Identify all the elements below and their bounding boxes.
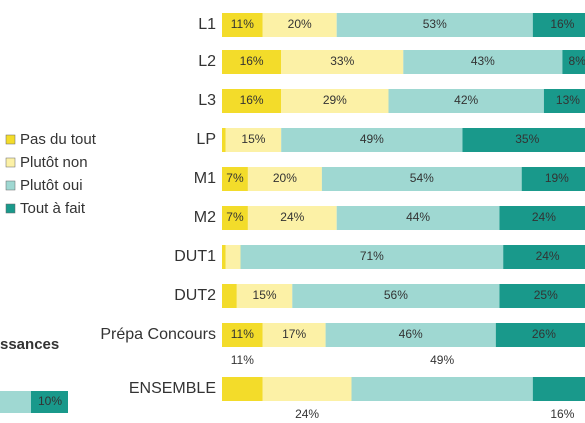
bar-segment: [222, 128, 226, 152]
legend-label: Pas du tout: [20, 131, 97, 148]
value-label: 17%: [282, 327, 306, 341]
value-label: 7%: [226, 210, 244, 224]
bar-segment: [521, 167, 585, 191]
legend-label: Plutôt oui: [20, 177, 83, 194]
value-label: 49%: [360, 132, 384, 146]
value-label: 24%: [536, 249, 560, 263]
value-label: 16%: [240, 54, 264, 68]
bar-segment: [222, 167, 248, 191]
bar-segment: [225, 245, 241, 269]
bar-segment: [562, 50, 585, 74]
category-label: L2: [198, 53, 216, 70]
value-label: 46%: [399, 327, 423, 341]
legend-swatch: [5, 157, 16, 168]
value-label: 20%: [288, 17, 312, 31]
value-label: 20%: [273, 171, 297, 185]
bar-segment: [336, 13, 533, 37]
bar-segment: [222, 323, 263, 347]
value-label: 33%: [330, 54, 354, 68]
value-label: 49%: [430, 353, 454, 367]
category-label: ENSEMBLE: [129, 380, 216, 397]
value-label: 25%: [534, 288, 558, 302]
value-label: 10%: [38, 394, 62, 408]
value-label: 16%: [550, 407, 574, 421]
bar-segment: [222, 50, 282, 74]
bar-segment: [222, 89, 282, 113]
value-label: 11%: [231, 327, 254, 341]
value-label: 8%: [569, 54, 585, 68]
legend-swatch: [5, 180, 16, 191]
category-label: L3: [198, 92, 216, 109]
bar-segment: [240, 245, 504, 269]
bar-segment: [247, 167, 322, 191]
value-label: 7%: [226, 171, 244, 185]
value-label: 11%: [231, 17, 254, 31]
bar-segment: [222, 13, 263, 37]
value-label: 29%: [323, 93, 347, 107]
value-label: 19%: [545, 171, 569, 185]
bar-segment: [236, 284, 293, 308]
bar-segment: [262, 13, 337, 37]
value-label: 43%: [471, 54, 495, 68]
category-label: Prépa Concours: [100, 326, 216, 343]
bar-segment: [281, 89, 389, 113]
bar-segment: [495, 323, 585, 347]
bar-segment: [222, 245, 226, 269]
bar-segment: [325, 323, 496, 347]
bar-segment: [222, 284, 237, 308]
legend-swatch: [5, 134, 16, 145]
bar-segment: [281, 128, 463, 152]
value-label: 15%: [241, 132, 265, 146]
value-label: 42%: [454, 93, 478, 107]
value-label: 24%: [295, 407, 319, 421]
value-label: 71%: [360, 249, 384, 263]
value-label: 56%: [384, 288, 408, 302]
bar-partial: [0, 391, 31, 413]
value-label: 24%: [532, 210, 556, 224]
bar-segment: [532, 13, 585, 37]
category-label: DUT1: [174, 248, 216, 265]
bar-segment: [222, 377, 263, 401]
bar-segment: [499, 284, 585, 308]
bar-segment: [247, 206, 337, 230]
bar-segment: [351, 377, 533, 401]
bar-segment: [543, 89, 585, 113]
value-label: 35%: [515, 132, 539, 146]
bar-segment: [225, 128, 282, 152]
bar-segment: [462, 128, 585, 152]
bar-segment: [403, 50, 563, 74]
legend-label: Plutôt non: [20, 154, 88, 171]
value-label: 54%: [410, 171, 434, 185]
value-label: 53%: [423, 17, 447, 31]
partial-title: ssances: [0, 336, 59, 353]
category-label: M2: [194, 209, 216, 226]
legend-label: Tout à fait: [20, 200, 86, 217]
legend-swatch: [5, 203, 16, 214]
bar-segment: [532, 377, 585, 401]
bar-segment: [222, 206, 248, 230]
category-label: DUT2: [174, 287, 216, 304]
value-label: 15%: [253, 288, 277, 302]
value-label: 16%: [240, 93, 264, 107]
value-label: 11%: [231, 353, 254, 367]
bar-segment: [262, 323, 326, 347]
category-label: L1: [198, 16, 216, 33]
value-label: 24%: [280, 210, 304, 224]
bar-segment: [336, 206, 500, 230]
value-label: 44%: [406, 210, 430, 224]
value-label: 16%: [550, 17, 574, 31]
bar-segment: [499, 206, 585, 230]
bar-segment: [292, 284, 500, 308]
category-label: LP: [196, 131, 216, 148]
category-label: M1: [194, 170, 216, 187]
bar-segment: [503, 245, 585, 269]
bar: [31, 391, 68, 413]
bar-segment: [281, 50, 404, 74]
value-label: 26%: [532, 327, 556, 341]
value-label: 13%: [556, 93, 580, 107]
bar-segment: [388, 89, 544, 113]
bar-segment: [321, 167, 522, 191]
bar-segment: [262, 377, 352, 401]
